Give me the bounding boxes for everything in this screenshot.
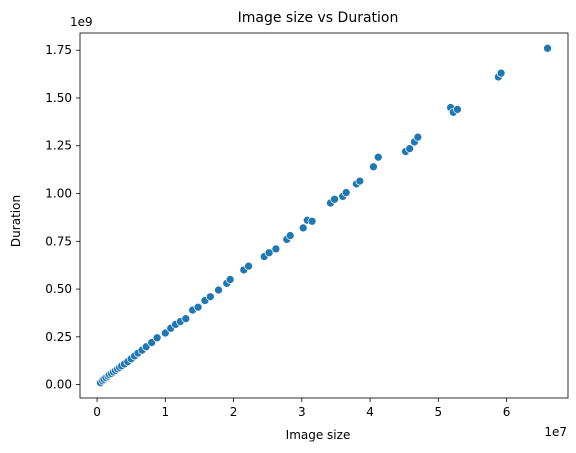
scatter-point [271, 244, 281, 254]
x-tick-label: 1 [161, 405, 169, 419]
x-tick-label: 5 [435, 405, 443, 419]
scatter-point [285, 231, 295, 240]
chart-title: Image size vs Duration [238, 10, 399, 26]
y-tick-label: 0.50 [45, 282, 72, 296]
scatter-point [307, 216, 317, 226]
scatter-point [373, 152, 383, 162]
scatter-point [413, 132, 423, 142]
y-tick-label: 1.25 [45, 139, 72, 153]
scatter-point [264, 248, 274, 258]
scatter-point [298, 223, 308, 233]
y-axis-label: Duration [9, 195, 23, 247]
scatter-point [405, 144, 415, 153]
y-tick-label: 0.75 [45, 234, 72, 248]
scatter-point [543, 43, 552, 53]
scatter-point [193, 302, 203, 312]
scatter-point [330, 194, 339, 204]
scatter-point [453, 105, 462, 114]
x-axis-ticks: 0 1 2 3 4 5 6 [93, 398, 510, 419]
x-axis-label: Image size [286, 428, 351, 442]
scatter-point [214, 285, 223, 295]
y-tick-label: 0.00 [45, 378, 72, 392]
y-tick-label: 0.25 [45, 330, 72, 344]
y-axis-offset-label: 1e9 [70, 15, 93, 29]
x-tick-label: 4 [366, 405, 374, 419]
scatter-point [152, 333, 162, 343]
y-axis-ticks: 0.00 0.25 0.50 0.75 1.00 1.25 1.50 1.75 [45, 43, 80, 392]
scatter-point [496, 68, 506, 78]
x-tick-label: 0 [93, 405, 101, 419]
scatter-point [244, 261, 253, 271]
scatter-point [355, 176, 365, 186]
y-tick-label: 1.50 [45, 91, 72, 105]
y-tick-label: 1.00 [45, 187, 72, 201]
x-tick-label: 3 [298, 405, 306, 419]
plot-area-frame [79, 32, 569, 399]
scatter-point [206, 292, 215, 302]
x-axis-offset-label: 1e7 [544, 425, 567, 439]
scatter-point [369, 162, 378, 172]
scatter-point [181, 314, 191, 324]
data-points [96, 43, 552, 388]
x-tick-label: 2 [230, 405, 238, 419]
scatter-point [160, 328, 170, 338]
x-tick-label: 6 [503, 405, 511, 419]
scatter-point [341, 188, 351, 197]
scatter-point [147, 338, 157, 347]
scatter-point [225, 275, 235, 284]
y-tick-label: 1.75 [45, 43, 72, 57]
